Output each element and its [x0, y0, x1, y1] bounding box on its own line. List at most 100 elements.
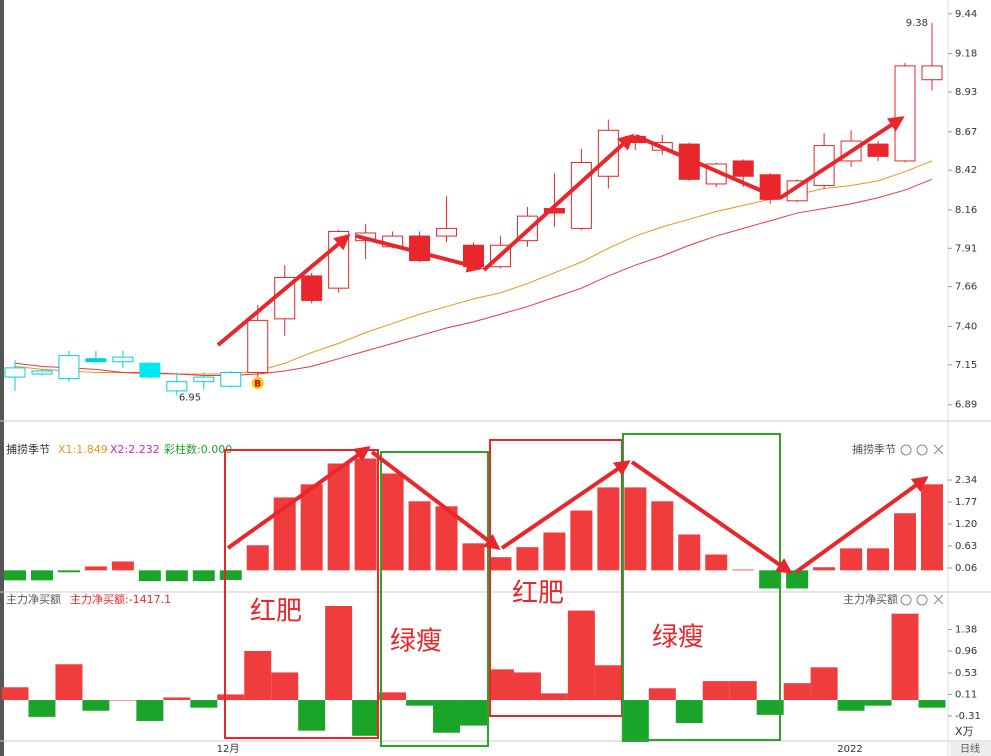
moving-average: [14, 178, 933, 377]
bar: [540, 693, 568, 701]
bar: [648, 688, 676, 701]
panel-title-right: 主力净买额: [843, 592, 898, 606]
bar: [921, 484, 943, 571]
candle-body: [409, 235, 431, 262]
bar: [138, 570, 161, 582]
period-label[interactable]: 日线: [960, 742, 980, 755]
bar: [163, 697, 191, 701]
candle-body: [58, 355, 80, 380]
bar: [729, 681, 757, 701]
bar: [327, 463, 350, 571]
bar: [570, 510, 593, 571]
legend-x2: X2:2.232: [110, 443, 160, 456]
toolbar-icons: [900, 444, 944, 606]
annotation: 红肥: [512, 579, 564, 609]
left-edge: [0, 0, 4, 756]
bar: [837, 700, 865, 711]
candle-body: [570, 161, 592, 229]
bar: [435, 506, 458, 571]
period-tab[interactable]: [950, 742, 991, 756]
candle-body: [139, 362, 161, 378]
y-tick-label: 8.67: [955, 127, 977, 138]
bar: [192, 570, 215, 582]
y-tick-label: 1.20: [955, 519, 977, 530]
bar: [381, 473, 404, 571]
x-label: 12月: [217, 743, 240, 755]
y-tick-label: -0.31: [955, 711, 981, 722]
bar: [408, 501, 431, 571]
bar: [109, 700, 137, 701]
highlight-box: [224, 449, 379, 739]
bar: [165, 570, 188, 582]
bar: [190, 700, 218, 708]
bar: [702, 681, 730, 701]
bar: [111, 561, 134, 571]
bar: [918, 700, 946, 708]
annotation: 红肥: [250, 597, 302, 627]
bar: [460, 700, 487, 726]
y-tick-label: 0.96: [955, 646, 977, 657]
bar: [759, 570, 782, 589]
panel-subtitle: 主力净买额:-1417.1: [70, 592, 171, 606]
y-tick-label: 2.34: [955, 475, 977, 486]
max-label: 9.38: [906, 18, 928, 29]
bar: [705, 554, 728, 571]
bar: [30, 570, 53, 581]
bar: [678, 534, 701, 571]
unit-label: X万: [955, 725, 974, 738]
bar: [379, 692, 407, 701]
candle-body: [193, 376, 215, 383]
bar: [621, 700, 649, 742]
y-tick-label: 7.15: [955, 360, 977, 371]
candle-body: [813, 145, 835, 186]
candle-body: [732, 160, 754, 177]
signal-label: B: [254, 380, 261, 390]
legend-count: 彩柱数:0.000: [164, 442, 232, 456]
bar: [486, 669, 514, 701]
bar: [55, 664, 83, 701]
bar: [217, 694, 245, 701]
bar: [651, 501, 674, 571]
candle-body: [85, 358, 107, 363]
bar: [273, 497, 296, 571]
bar: [28, 700, 56, 717]
bar: [1, 687, 29, 701]
bar: [298, 700, 326, 731]
bar: [840, 548, 863, 571]
bar: [867, 548, 890, 571]
y-tick-label: 0.63: [955, 541, 977, 552]
bar: [84, 566, 107, 571]
bar: [543, 532, 566, 571]
bar: [894, 513, 917, 571]
candle-body: [166, 381, 188, 392]
y-tick-label: 0.53: [955, 668, 977, 679]
bar: [756, 700, 784, 715]
candle-body: [31, 370, 53, 375]
bar: [516, 547, 539, 571]
bar: [4, 570, 26, 581]
legend-x1: X1:1.849: [58, 443, 108, 456]
bar: [271, 672, 299, 701]
candle-body: [867, 143, 889, 157]
bar: [567, 610, 595, 701]
x-label: 2022: [837, 744, 862, 755]
bar: [783, 683, 811, 701]
y-tick-label: 6.89: [955, 400, 977, 411]
bar: [433, 700, 461, 733]
panel-title-right: 捕捞季节: [852, 442, 896, 456]
bar: [675, 700, 703, 724]
bar: [219, 570, 242, 580]
bar: [864, 700, 892, 706]
highlight-box: [380, 451, 489, 747]
y-tick-label: 8.93: [955, 87, 977, 98]
candle-body: [597, 129, 619, 177]
bar: [489, 557, 512, 571]
bar: [732, 569, 755, 571]
bar: [786, 570, 809, 589]
bar: [624, 487, 647, 571]
candle-body: [301, 275, 323, 301]
candle-body: [894, 65, 916, 162]
bar: [352, 700, 380, 736]
y-tick-label: 8.16: [955, 205, 977, 216]
